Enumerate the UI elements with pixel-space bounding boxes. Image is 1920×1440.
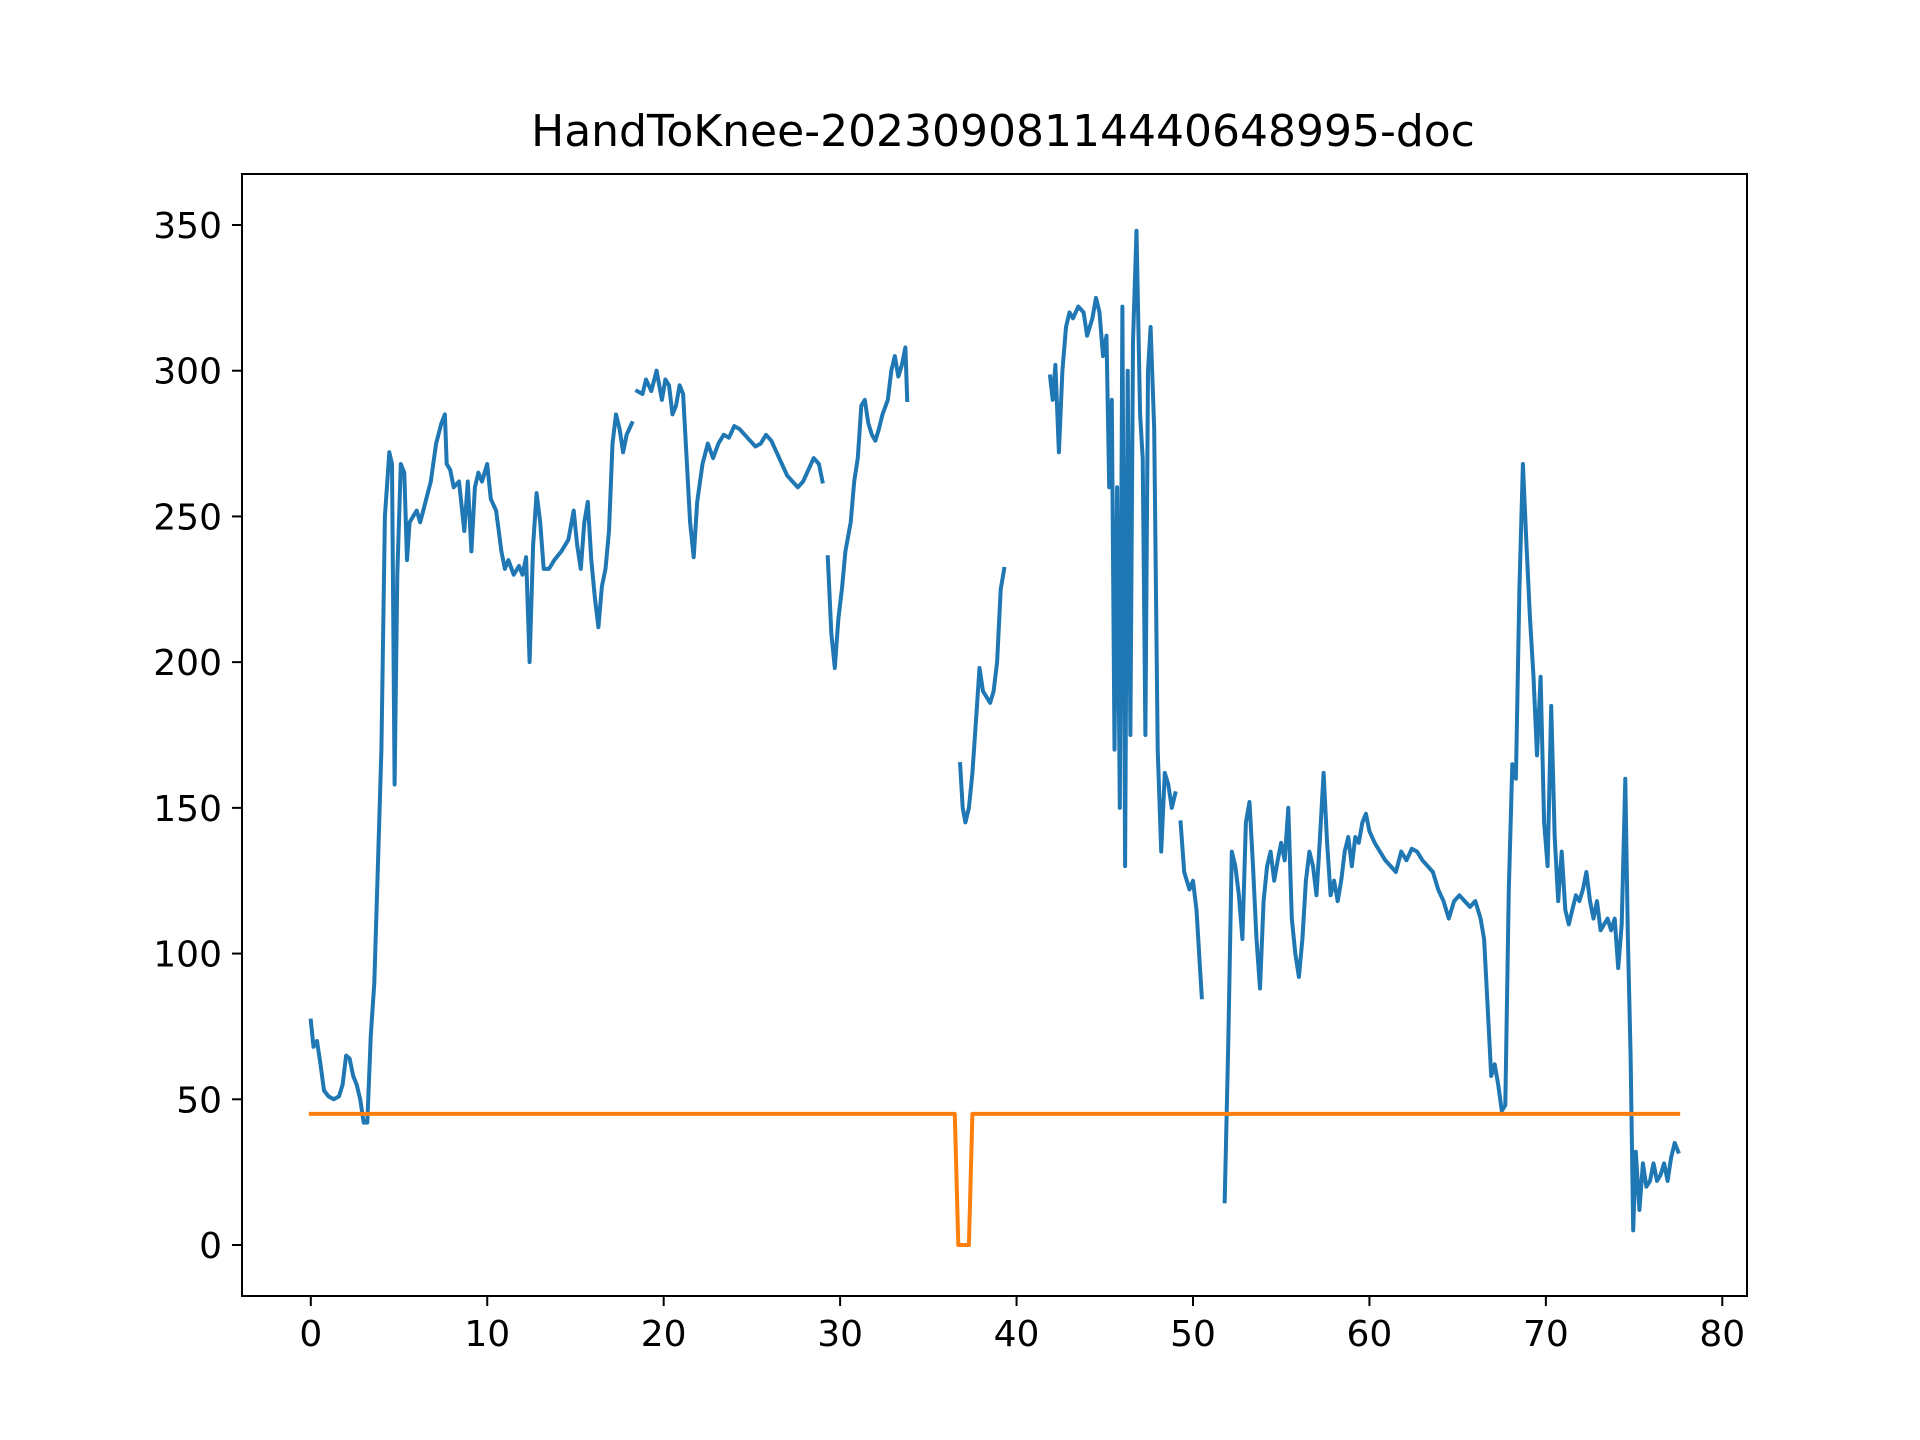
series-1-line-segment (1047, 228, 1178, 869)
y-tick-label: 350 (153, 206, 222, 247)
x-tick-label: 20 (641, 1314, 687, 1355)
x-tick-label: 70 (1523, 1314, 1569, 1355)
y-tick-label: 100 (153, 935, 222, 976)
x-tick-label: 30 (817, 1314, 863, 1355)
y-tick-label: 300 (153, 352, 222, 393)
series-2-line-segment (308, 1111, 1681, 1247)
x-tick-label: 60 (1347, 1314, 1393, 1355)
x-tick-label: 10 (464, 1314, 510, 1355)
y-tick-label: 50 (176, 1080, 222, 1121)
x-tick-label: 50 (1170, 1314, 1216, 1355)
series-1-line-segment (1178, 820, 1204, 1000)
series-1-line-segment (825, 345, 910, 670)
y-tick-label: 150 (153, 789, 222, 830)
series-1-line-segment (634, 368, 825, 560)
series-layer (308, 228, 1681, 1247)
y-tick-label: 0 (199, 1226, 222, 1267)
x-tick-label: 0 (299, 1314, 322, 1355)
x-tick-label: 80 (1699, 1314, 1745, 1355)
y-tick-label: 250 (153, 497, 222, 538)
series-1-line-segment (957, 566, 1007, 825)
plot-frame (241, 173, 1748, 1297)
x-tick-label: 40 (994, 1314, 1040, 1355)
y-tick-label: 200 (153, 643, 222, 684)
axes-layer: 0 10 20 30 40 50 60 70 80 0 50 100 150 200 250 300 350 (153, 206, 1745, 1355)
series-1-line-segment (1222, 462, 1681, 1233)
chart-title: HandToKnee-20230908114440648995-doc (531, 106, 1475, 157)
